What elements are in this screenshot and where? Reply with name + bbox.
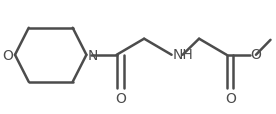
Text: N: N [88, 48, 98, 62]
Text: O: O [3, 48, 14, 62]
Text: O: O [115, 91, 126, 105]
Text: O: O [225, 91, 236, 105]
Text: O: O [251, 47, 262, 61]
Text: NH: NH [173, 47, 194, 61]
